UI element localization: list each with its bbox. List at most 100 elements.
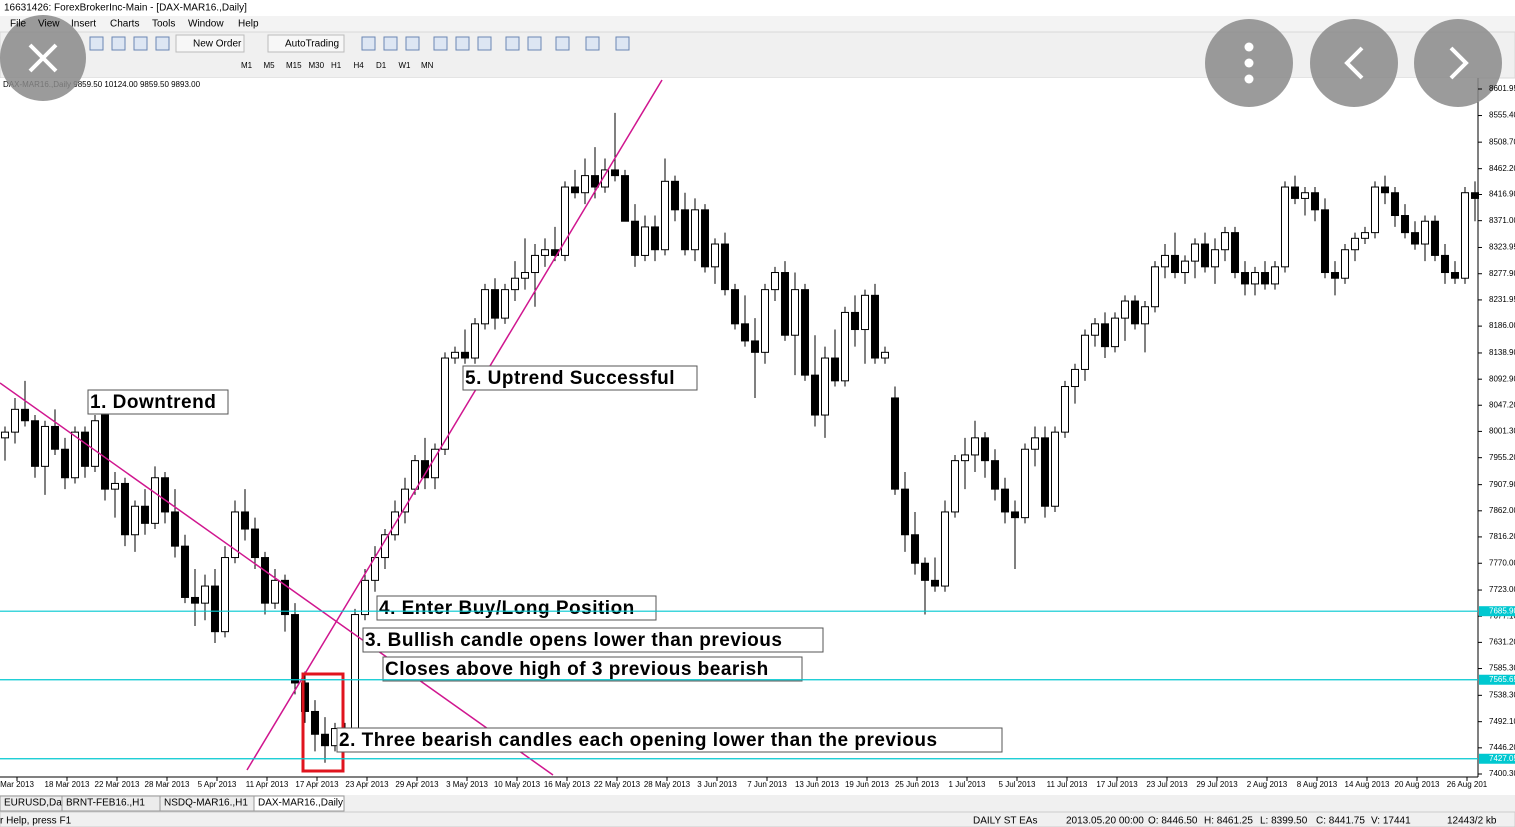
candle-body (1191, 243, 1199, 262)
x-tick-label: 19 Jun 2013 (845, 780, 890, 789)
y-tick-label: 7955.20 (1489, 453, 1515, 462)
timeframe-button[interactable]: M15 (286, 61, 302, 70)
menu-item[interactable]: Insert (71, 19, 96, 30)
x-tick-label: 25 Jun 2013 (895, 780, 940, 789)
x-tick-label: 3 Jun 2013 (697, 780, 737, 789)
timeframe-button[interactable]: M1 (241, 61, 253, 70)
y-tick-label: 8092.90 (1489, 374, 1515, 383)
timeframe-button[interactable]: M30 (309, 61, 325, 70)
downtrend-line (0, 382, 554, 776)
toolbar-icon[interactable] (111, 36, 126, 51)
candle-body (1261, 272, 1269, 285)
menu-item[interactable]: File (10, 19, 27, 30)
menu-item[interactable]: Tools (152, 19, 175, 30)
x-tick-label: 18 Mar 2013 (45, 780, 90, 789)
toolbar-icon[interactable] (585, 36, 600, 51)
menu-item[interactable]: Charts (110, 19, 139, 30)
candle-body (411, 460, 419, 490)
toolbar-icon[interactable] (477, 36, 492, 51)
toolbar-icon[interactable] (405, 36, 420, 51)
timeframe-button[interactable]: D1 (376, 61, 387, 70)
menu-item[interactable]: Window (188, 19, 224, 30)
candle-body (641, 226, 649, 256)
annotation-box (376, 595, 657, 621)
chart-tab-label[interactable]: EURUSD,Daily (4, 798, 71, 809)
toolbar-icon[interactable] (89, 36, 104, 51)
x-tick-label: Mar 2013 (0, 780, 34, 789)
candle-body (1341, 249, 1349, 279)
candle-body (1241, 272, 1249, 285)
status-bar (0, 811, 1515, 827)
toolbar-button[interactable] (267, 34, 345, 53)
toolbar-icon[interactable] (615, 36, 630, 51)
close-icon (28, 43, 58, 73)
candle-body (1411, 232, 1419, 245)
x-tick-label: 17 Apr 2013 (295, 780, 339, 789)
toolbar-icon[interactable] (527, 36, 542, 51)
timeframe-button[interactable]: M5 (264, 61, 276, 70)
candle-body (121, 482, 129, 536)
y-tick-label: 8416.90 (1489, 190, 1515, 199)
timeframe-button[interactable]: H4 (354, 61, 365, 70)
candle-body (461, 351, 469, 359)
candle-body (991, 460, 999, 490)
candle-body (581, 175, 589, 194)
timeframe-button[interactable]: W1 (399, 61, 412, 70)
x-tick-label: 29 Apr 2013 (395, 780, 439, 789)
toolbar-icon[interactable] (555, 36, 570, 51)
candle-body (1271, 266, 1279, 285)
y-tick-label: 8601.95 (1489, 84, 1515, 93)
toolbar-button[interactable] (175, 34, 245, 53)
y-tick-label: 8508.70 (1489, 137, 1515, 146)
toolbar-icon[interactable] (383, 36, 398, 51)
candle-body (1101, 323, 1109, 348)
forward-button[interactable] (1414, 19, 1502, 107)
y-tick-label: 7723.00 (1489, 585, 1515, 594)
candle-body (81, 431, 89, 467)
chart-tab[interactable] (253, 795, 345, 812)
chart-tab-label[interactable]: DAX-MAR16.,Daily (258, 798, 343, 809)
y-tick-label: 7816.20 (1489, 532, 1515, 541)
dot (1244, 42, 1254, 52)
menu-item[interactable]: Help (238, 19, 259, 30)
toolbar-button-label[interactable]: New Order (193, 39, 242, 50)
y-tick-label: 7492.10 (1489, 717, 1515, 726)
candle-body (1031, 437, 1039, 450)
toolbar-icon[interactable] (455, 36, 470, 51)
y-tick-label: 7631.20 (1489, 637, 1515, 646)
chart-tab-label[interactable]: NSDQ-MAR16.,H1 (164, 798, 248, 809)
candle-body (451, 351, 459, 359)
toolbar-icon[interactable] (133, 36, 148, 51)
candle-body (1181, 260, 1189, 274)
toolbar-icon[interactable] (155, 36, 170, 51)
toolbar-icon[interactable] (361, 36, 376, 51)
status-field: L: 8399.50 (1260, 816, 1308, 827)
y-tick-label: 7770.00 (1489, 558, 1515, 567)
candle-body (1021, 448, 1029, 519)
timeframe-button[interactable]: MN (421, 61, 434, 70)
candle-body (1251, 272, 1259, 285)
candle-body (1441, 254, 1449, 274)
candle-body (1061, 386, 1069, 433)
x-tick-label: 20 Aug 2013 (1395, 780, 1440, 789)
dot (1244, 74, 1254, 84)
candle-body (1071, 368, 1079, 388)
x-tick-label: 22 Mar 2013 (95, 780, 140, 789)
back-button[interactable] (1310, 19, 1398, 107)
toolbar-icon[interactable] (433, 36, 448, 51)
candle-body (131, 505, 139, 536)
toolbar-button-label[interactable]: AutoTrading (285, 39, 339, 50)
highlight-box (301, 672, 345, 773)
x-tick-label: 29 Jul 2013 (1196, 780, 1238, 789)
candle-body (721, 243, 729, 291)
x-tick-label: 3 May 2013 (446, 780, 488, 789)
candle-body (771, 272, 779, 291)
toolbar-icon[interactable] (505, 36, 520, 51)
menu-item[interactable]: View (38, 19, 60, 30)
chart-tab-label[interactable]: BRNT-FEB16.,H1 (66, 798, 145, 809)
x-tick-label: 28 May 2013 (644, 780, 691, 789)
timeframe-button[interactable]: H1 (331, 61, 342, 70)
candle-body (211, 585, 219, 633)
x-tick-label: 14 Aug 2013 (1345, 780, 1390, 789)
status-field: V: 17441 (1371, 816, 1411, 827)
